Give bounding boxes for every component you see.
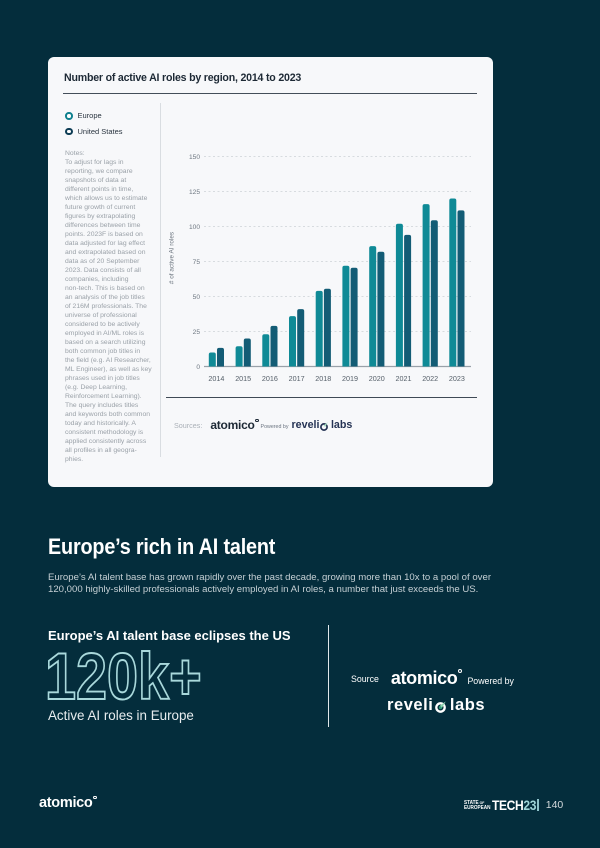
- svg-text:150: 150: [189, 154, 200, 161]
- svg-text:2017: 2017: [289, 374, 305, 383]
- svg-text:2020: 2020: [369, 374, 385, 383]
- svg-text:25: 25: [193, 329, 201, 336]
- svg-text:2022: 2022: [422, 374, 438, 383]
- svg-text:75: 75: [193, 259, 201, 266]
- svg-text:2023: 2023: [449, 374, 465, 383]
- svg-text:125: 125: [189, 189, 200, 196]
- svg-text:2018: 2018: [315, 374, 331, 383]
- svg-text:2019: 2019: [342, 374, 358, 383]
- svg-text:2016: 2016: [262, 374, 278, 383]
- svg-text:0: 0: [196, 364, 200, 371]
- svg-text:2021: 2021: [396, 374, 412, 383]
- svg-text:50: 50: [193, 294, 201, 301]
- svg-text:100: 100: [189, 224, 200, 231]
- svg-text:2015: 2015: [235, 374, 251, 383]
- svg-text:2014: 2014: [208, 374, 224, 383]
